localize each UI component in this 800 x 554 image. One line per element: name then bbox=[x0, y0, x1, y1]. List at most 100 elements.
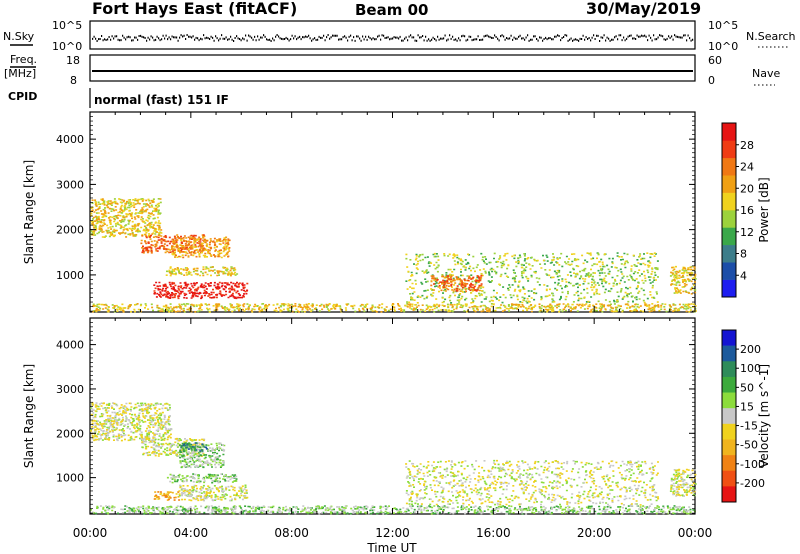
colorbar-segment bbox=[722, 123, 736, 141]
echo-cells bbox=[179, 484, 248, 502]
echo-region bbox=[430, 275, 483, 293]
xtick-label: 08:00 bbox=[274, 526, 309, 540]
echo-cells bbox=[670, 266, 697, 295]
colorbar-segment bbox=[722, 376, 736, 393]
echo-region bbox=[90, 198, 163, 238]
echo-cells bbox=[153, 491, 181, 501]
echo-region bbox=[153, 491, 181, 501]
xtick-label: 12:00 bbox=[375, 526, 410, 540]
colorbar-segment bbox=[722, 423, 736, 440]
echo-region bbox=[669, 468, 697, 497]
colorbar-segment bbox=[722, 157, 736, 176]
colorbar-segment bbox=[722, 345, 736, 362]
velocity-panel: 1000 2000 3000 4000 Slant Range [km] 200 100 50… bbox=[22, 317, 771, 515]
colorbar-segment bbox=[722, 455, 736, 472]
nsearch-tick-top: 10^5 bbox=[708, 19, 738, 32]
yaxis-label: Slant Range [km] bbox=[22, 364, 36, 468]
colorbar-tick-label: 16 bbox=[740, 204, 754, 217]
colorbar-segment bbox=[722, 262, 736, 280]
colorbar-segment bbox=[722, 140, 736, 159]
freq-panel-frame bbox=[89, 54, 696, 82]
freq-tick-bottom: 8 bbox=[70, 74, 77, 87]
echo-cells bbox=[91, 303, 691, 313]
echo-cells bbox=[90, 198, 163, 238]
colorbar-tick-label: 20 bbox=[740, 182, 754, 195]
echo-cells bbox=[671, 265, 697, 294]
colorbar-segment bbox=[722, 408, 736, 425]
colorbar-segment bbox=[722, 192, 736, 211]
cpid-text: normal (fast) 151 IF bbox=[94, 93, 229, 107]
colorbar-tick-label: -100 bbox=[740, 458, 765, 471]
echo-region bbox=[165, 266, 239, 277]
echo-cells bbox=[670, 469, 697, 497]
echo-cells bbox=[178, 485, 249, 502]
nsky-label: N.Sky bbox=[3, 30, 35, 43]
ytick-label: 3000 bbox=[56, 383, 84, 396]
colorbar-tick-label: 50 bbox=[740, 381, 754, 394]
yaxis-label: Slant Range [km] bbox=[22, 160, 36, 264]
echo-region bbox=[166, 473, 238, 484]
colorbar-segment bbox=[722, 175, 736, 193]
echo-cells bbox=[169, 473, 238, 484]
echo-region bbox=[170, 236, 231, 259]
panel-frame bbox=[89, 111, 696, 313]
echo-cells bbox=[90, 402, 172, 442]
nsearch-label: N.Search bbox=[746, 30, 796, 43]
ytick-label: 4000 bbox=[56, 339, 84, 352]
nave-tick-bottom: 0 bbox=[708, 74, 715, 87]
nsky-dots bbox=[92, 34, 694, 42]
freq-label-line2: [MHz] bbox=[4, 67, 36, 80]
freq-tick-top: 18 bbox=[66, 54, 80, 67]
echo-cells bbox=[166, 266, 239, 276]
colorbar-frame bbox=[721, 329, 737, 503]
colorbar-segment bbox=[722, 330, 736, 346]
ytick-label: 1000 bbox=[56, 472, 84, 485]
ytick-label: 1000 bbox=[56, 269, 84, 282]
colorbar-tick-label: 100 bbox=[740, 362, 761, 375]
colorbar-segment bbox=[722, 244, 736, 263]
freq-label-line1: Freq. bbox=[10, 53, 37, 66]
echo-cells bbox=[405, 460, 658, 506]
echo-region bbox=[178, 442, 208, 453]
colorbar-label: Velocity [m s^-1] bbox=[757, 364, 771, 468]
xtick-label: 00:00 bbox=[678, 526, 713, 540]
xtick-label: 20:00 bbox=[577, 526, 612, 540]
echo-cells bbox=[90, 198, 162, 238]
nsky-trace bbox=[92, 34, 694, 42]
colorbar-tick-label: -15 bbox=[740, 420, 758, 433]
echo-cells bbox=[170, 236, 231, 258]
echo-region bbox=[90, 402, 173, 442]
echo-cells bbox=[182, 442, 208, 452]
station-title: Fort Hays East (fitACF) bbox=[92, 0, 297, 18]
nave-tick-top: 60 bbox=[708, 54, 722, 67]
ytick-label: 3000 bbox=[56, 178, 84, 191]
beam-label: Beam 00 bbox=[355, 1, 428, 19]
colorbar-tick-label: 28 bbox=[740, 139, 754, 152]
nsky-panel-frame bbox=[89, 20, 696, 50]
echo-cells bbox=[179, 442, 226, 468]
date-label: 30/May/2019 bbox=[586, 0, 701, 18]
echo-cells bbox=[405, 459, 660, 506]
echo-cells bbox=[171, 237, 230, 259]
colorbar-segment bbox=[722, 392, 736, 409]
colorbar-segment bbox=[722, 361, 736, 378]
colorbar-tick-label: 4 bbox=[740, 269, 747, 282]
colorbar-tick-label: 15 bbox=[740, 400, 754, 413]
echo-region bbox=[669, 265, 697, 295]
colorbar-tick-label: -50 bbox=[740, 439, 758, 452]
nsearch-tick-bottom: 10^0 bbox=[708, 40, 738, 53]
echo-region bbox=[405, 252, 659, 304]
echo-cells bbox=[141, 437, 205, 457]
colorbar-tick-label: 200 bbox=[740, 343, 761, 356]
echo-region bbox=[405, 459, 660, 506]
colorbar-segment bbox=[722, 470, 736, 487]
echo-cells bbox=[90, 402, 173, 442]
power-panel: 1000 2000 3000 4000 Slant Range [km] 4 8 12 16 20… bbox=[22, 111, 771, 313]
time-axis: 00:00 04:00 08:00 12:00 16:00 20:00 00:00 bbox=[73, 526, 713, 540]
echo-cells bbox=[141, 234, 206, 254]
colorbar-tick-label: 12 bbox=[740, 226, 754, 239]
time-axis-label: Time UT bbox=[366, 541, 417, 554]
cpid-label: CPID bbox=[8, 90, 37, 103]
